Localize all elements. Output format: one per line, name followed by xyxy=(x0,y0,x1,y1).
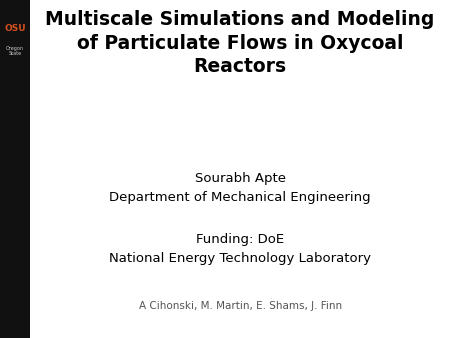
Text: A Cihonski, M. Martin, E. Shams, J. Finn: A Cihonski, M. Martin, E. Shams, J. Finn xyxy=(139,301,342,311)
Text: Multiscale Simulations and Modeling
of Particulate Flows in Oxycoal
Reactors: Multiscale Simulations and Modeling of P… xyxy=(45,10,435,76)
Text: Oregon
State: Oregon State xyxy=(6,46,24,56)
Text: OSU: OSU xyxy=(4,24,26,33)
Text: Funding: DoE
National Energy Technology Laboratory: Funding: DoE National Energy Technology … xyxy=(109,233,371,265)
Bar xyxy=(0,0,30,338)
Text: Sourabh Apte
Department of Mechanical Engineering: Sourabh Apte Department of Mechanical En… xyxy=(109,172,371,204)
